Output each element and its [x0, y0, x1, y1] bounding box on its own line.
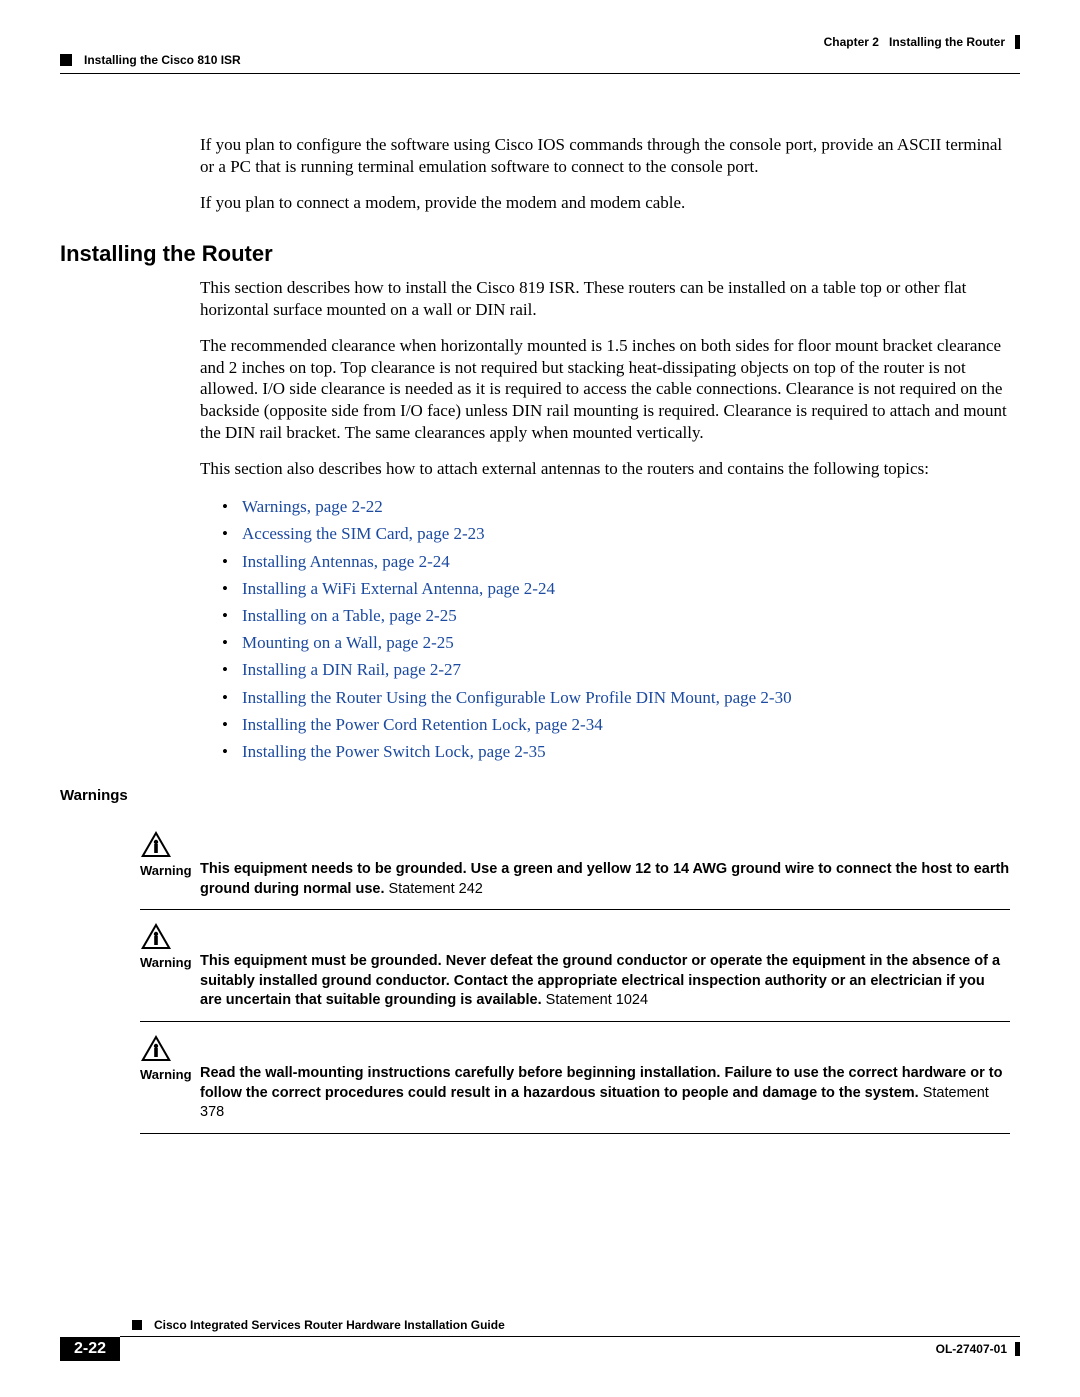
topic-link[interactable]: Warnings, page 2-22	[222, 493, 1020, 520]
footer-guide-line: Cisco Integrated Services Router Hardwar…	[60, 1318, 1020, 1332]
topics-list: Warnings, page 2-22 Accessing the SIM Ca…	[222, 493, 1020, 765]
footer-row2: 2-22 OL-27407-01	[60, 1337, 1020, 1361]
header-right: Chapter 2 Installing the Router	[824, 35, 1020, 49]
topic-link[interactable]: Installing Antennas, page 2-24	[222, 548, 1020, 575]
warning-block: Warning This equipment needs to be groun…	[140, 818, 1010, 899]
warning-plain: Statement 1024	[542, 992, 648, 1008]
topic-link-text: Mounting on a Wall, page 2-25	[242, 633, 454, 652]
page: Chapter 2 Installing the Router Installi…	[0, 0, 1080, 1397]
warnings-heading: Warnings	[60, 787, 1020, 804]
topic-link[interactable]: Accessing the SIM Card, page 2-23	[222, 520, 1020, 547]
section-p1: This section describes how to install th…	[200, 277, 1010, 321]
topic-link[interactable]: Installing the Router Using the Configur…	[222, 684, 1020, 711]
warning-left: Warning	[140, 830, 200, 899]
topic-link[interactable]: Installing on a Table, page 2-25	[222, 602, 1020, 629]
warning-text: This equipment must be grounded. Never d…	[200, 922, 1010, 1011]
square-icon	[60, 54, 72, 66]
footer-guide: Cisco Integrated Services Router Hardwar…	[154, 1318, 505, 1332]
topic-link-text: Installing a DIN Rail, page 2-27	[242, 660, 461, 679]
topic-link-text: Installing the Power Switch Lock, page 2…	[242, 742, 546, 761]
warning-plain: Statement 242	[384, 881, 482, 897]
topic-link-text: Warnings, page 2-22	[242, 497, 383, 516]
warning-left: Warning	[140, 1034, 200, 1123]
warning-block: Warning Read the wall-mounting instructi…	[140, 1022, 1010, 1123]
header-row: Chapter 2 Installing the Router	[60, 35, 1020, 49]
doc-id-text: OL-27407-01	[936, 1342, 1007, 1356]
topic-link[interactable]: Mounting on a Wall, page 2-25	[222, 629, 1020, 656]
warning-text: Read the wall-mounting instructions care…	[200, 1034, 1010, 1123]
topic-link-text: Installing on a Table, page 2-25	[242, 606, 457, 625]
header-bar-icon	[1015, 35, 1020, 49]
footer-bar-icon	[1015, 1342, 1020, 1356]
warning-text: This equipment needs to be grounded. Use…	[200, 830, 1010, 899]
page-number: 2-22	[60, 1337, 120, 1361]
top-rule	[60, 73, 1020, 74]
topic-link-text: Installing the Power Cord Retention Lock…	[242, 715, 603, 734]
topic-link[interactable]: Installing the Power Cord Retention Lock…	[222, 711, 1020, 738]
footer: Cisco Integrated Services Router Hardwar…	[60, 1318, 1020, 1361]
topic-link[interactable]: Installing the Power Switch Lock, page 2…	[222, 738, 1020, 765]
topic-link[interactable]: Installing a DIN Rail, page 2-27	[222, 656, 1020, 683]
warning-label: Warning	[140, 863, 200, 878]
doc-id: OL-27407-01	[936, 1342, 1020, 1356]
topic-link-text: Installing the Router Using the Configur…	[242, 688, 792, 707]
topic-link-text: Installing Antennas, page 2-24	[242, 552, 450, 571]
warning-rule	[140, 1133, 1010, 1134]
warning-bold: This equipment needs to be grounded. Use…	[200, 861, 1009, 897]
section-heading: Installing the Router	[60, 241, 1020, 267]
warning-label: Warning	[140, 955, 200, 970]
chapter-title: Installing the Router	[889, 35, 1005, 49]
warning-icon	[140, 1034, 172, 1062]
warning-icon	[140, 830, 172, 858]
chapter-label: Chapter 2	[824, 35, 879, 49]
subheader-row: Installing the Cisco 810 ISR	[60, 53, 1020, 67]
topic-link-text: Accessing the SIM Card, page 2-23	[242, 524, 485, 543]
topic-link[interactable]: Installing a WiFi External Antenna, page…	[222, 575, 1020, 602]
warning-block: Warning This equipment must be grounded.…	[140, 910, 1010, 1011]
warning-label: Warning	[140, 1067, 200, 1082]
intro-p1: If you plan to configure the software us…	[200, 134, 1010, 178]
section-p3: This section also describes how to attac…	[200, 458, 1010, 480]
footer-square-icon	[132, 1320, 142, 1330]
warning-icon	[140, 922, 172, 950]
warning-bold: Read the wall-mounting instructions care…	[200, 1065, 1002, 1101]
topic-link-text: Installing a WiFi External Antenna, page…	[242, 579, 555, 598]
warning-left: Warning	[140, 922, 200, 1011]
breadcrumb: Installing the Cisco 810 ISR	[84, 53, 241, 67]
intro-p2: If you plan to connect a modem, provide …	[200, 192, 1010, 214]
section-p2: The recommended clearance when horizonta…	[200, 335, 1010, 444]
